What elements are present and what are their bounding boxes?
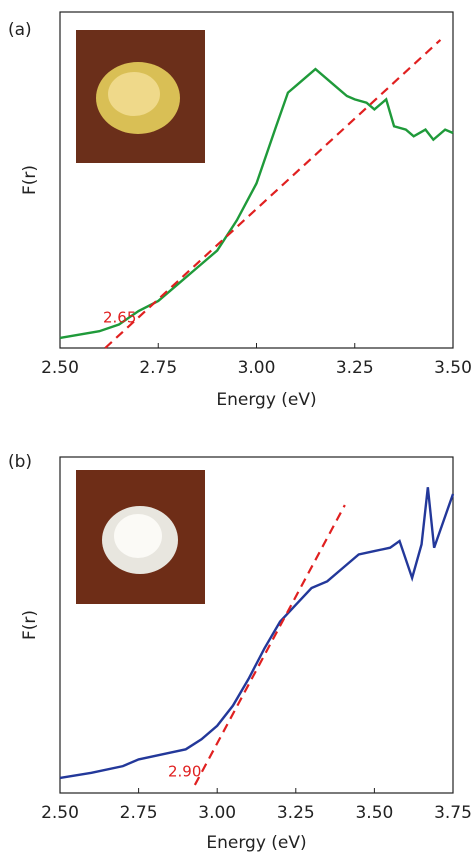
data-line <box>104 39 442 349</box>
x-tick-label: 2.75 <box>120 803 158 823</box>
chart: 2.50 2.75 3.00 3.25 3.50 Energy (eV) F(r) (a) 2.… <box>8 11 472 410</box>
annotation: 2.65 <box>103 309 136 327</box>
x-tick-label: 3.25 <box>277 803 315 823</box>
panel-label: (b) <box>8 452 32 472</box>
x-tick-label: 3.75 <box>434 803 472 823</box>
data-line <box>59 487 455 780</box>
panel-label: (a) <box>8 20 32 40</box>
x-axis-label: Energy (eV) <box>216 390 316 410</box>
x-tick-label: 2.50 <box>41 803 79 823</box>
x-tick-label: 2.75 <box>139 358 177 378</box>
data-line <box>59 67 454 340</box>
x-tick-label: 3.50 <box>434 358 472 378</box>
x-tick-label: 3.50 <box>355 803 393 823</box>
annotation: 2.90 <box>168 763 201 781</box>
inset-photo-b <box>76 470 205 604</box>
x-tick-label: 3.00 <box>238 358 276 378</box>
chart: 2.50 2.75 3.00 3.25 3.50 3.75 Energy (eV) F(r) (… <box>8 452 472 853</box>
x-tick-label: 2.50 <box>41 358 79 378</box>
x-tick-label: 3.00 <box>198 803 236 823</box>
y-axis-label: F(r) <box>20 610 40 640</box>
x-axis-label: Energy (eV) <box>206 833 306 853</box>
plot-frame <box>59 456 454 794</box>
data-line <box>193 504 346 786</box>
y-axis-label: F(r) <box>20 165 40 195</box>
x-tick-label: 3.25 <box>336 358 374 378</box>
inset-photo-a <box>76 30 205 163</box>
